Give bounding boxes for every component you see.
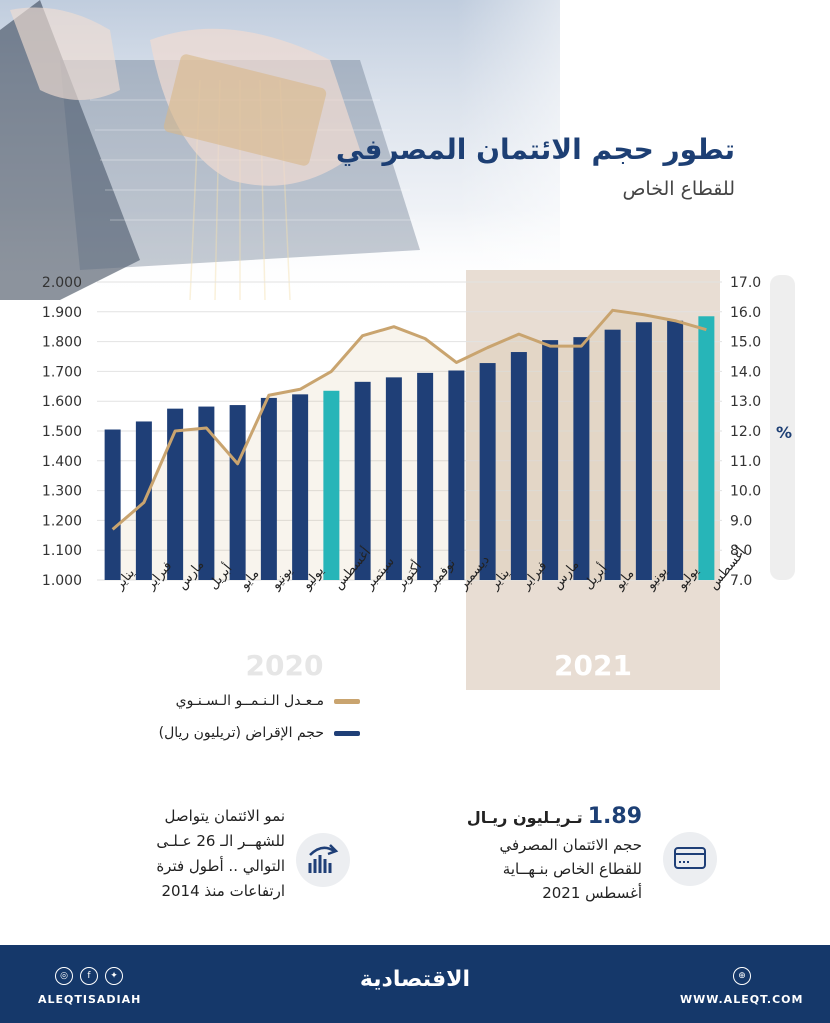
growth-icon-circle xyxy=(296,833,350,887)
twitter-icon[interactable]: ✦ xyxy=(105,967,123,985)
y-left-tick: 1.100 xyxy=(42,543,82,559)
bars xyxy=(104,316,715,580)
bar-14 xyxy=(542,340,559,580)
bar-17 xyxy=(635,322,652,580)
bar-11 xyxy=(448,370,465,580)
globe-icon: ⊕ xyxy=(733,967,751,985)
bar-5 xyxy=(260,397,277,580)
y-right-tick: 16.0 xyxy=(730,305,761,321)
y-right-tick: 7.0 xyxy=(730,573,752,589)
laptop-hand-illustration xyxy=(0,0,830,300)
legend-volume: حجم الإقراض (تريليون ريال) xyxy=(159,725,360,741)
info-right: 1.89 تـريـليون ريـال حجم الائتمان المصرف… xyxy=(467,804,642,905)
bar-15 xyxy=(573,337,590,580)
y-left-tick: 2.000 xyxy=(42,275,82,291)
y-right-tick: 15.0 xyxy=(730,335,761,351)
bar-7 xyxy=(323,390,340,580)
info-line2: للقطاع الخاص بنـهــاية xyxy=(502,860,642,878)
y-left-tick: 1.700 xyxy=(42,364,82,380)
facebook-icon[interactable]: f xyxy=(80,967,98,985)
footer: ◎ f ✦ ALEQTISADIAH الاقتصادية ⊕ WWW.ALEQ… xyxy=(0,945,830,1023)
bar-12 xyxy=(479,363,496,580)
legend-volume-swatch xyxy=(334,730,360,736)
y-right-tick: 9.0 xyxy=(730,513,752,529)
y-right-tick: 14.0 xyxy=(730,364,761,380)
legend-growth-swatch xyxy=(334,698,360,704)
year-label-2021: 2021 xyxy=(554,649,632,682)
y-left-tick: 1.600 xyxy=(42,394,82,410)
info-line1: حجم الائتمان المصرفي xyxy=(499,836,642,854)
legend-growth-label: مـعـدل الـنـمــو الـسـنـوي xyxy=(175,693,324,709)
bar-16 xyxy=(604,329,621,580)
hero-image xyxy=(0,0,830,300)
info-left: نمو الائتمان يتواصل للشهــر الـ 26 عـلـى… xyxy=(156,804,285,904)
growth-arrow-icon xyxy=(308,844,339,873)
y-left-tick: 1.900 xyxy=(42,305,82,321)
title-block: تطور حجم الائتمان المصرفي للقطاع الخاص xyxy=(336,130,735,200)
y-left-tick: 1.300 xyxy=(42,484,82,500)
info-left-line3: التوالي .. أطول فترة xyxy=(156,857,285,875)
bar-2 xyxy=(167,408,184,580)
y-left-tick: 1.800 xyxy=(42,335,82,351)
y-right-tick: 10.0 xyxy=(730,484,761,500)
footer-handle[interactable]: ALEQTISADIAH xyxy=(38,993,142,1006)
bar-0 xyxy=(104,429,121,580)
bar-10 xyxy=(417,372,434,580)
info-left-line2: للشهــر الـ 26 عـلـى xyxy=(156,832,285,850)
info-left-line4: ارتفاعات منذ 2014 xyxy=(161,882,285,900)
y-right-tick: 11.0 xyxy=(730,454,761,470)
y-left-tick: 1.200 xyxy=(42,513,82,529)
info-line3: أغسطس 2021 xyxy=(542,884,642,902)
y-right-tick: 17.0 xyxy=(730,275,761,291)
instagram-icon[interactable]: ◎ xyxy=(55,967,73,985)
info-left-line1: نمو الائتمان يتواصل xyxy=(164,807,285,825)
card-icon-circle xyxy=(663,832,717,886)
bar-9 xyxy=(385,377,402,580)
info-value: 1.89 xyxy=(587,804,642,829)
y-right-tick: 12.0 xyxy=(730,424,761,440)
footer-logo: الاقتصادية xyxy=(359,967,471,992)
y-axis-left-ticks: 2.000 1.900 1.800 1.700 1.600 1.500 1.400 1.300… xyxy=(42,275,82,589)
bar-13 xyxy=(510,352,527,580)
credit-card-icon xyxy=(674,847,706,869)
y-left-tick: 1.400 xyxy=(42,454,82,470)
chart-title: تطور حجم الائتمان المصرفي xyxy=(335,133,735,166)
y-right-tick: 13.0 xyxy=(730,394,761,410)
bar-3 xyxy=(198,406,215,580)
year-label-2020: 2020 xyxy=(246,649,324,682)
footer-website[interactable]: WWW.ALEQT.COM xyxy=(680,993,804,1006)
bar-4 xyxy=(229,405,246,580)
legend-growth: مـعـدل الـنـمــو الـسـنـوي xyxy=(176,693,360,709)
bar-8 xyxy=(354,381,371,580)
credit-chart: 2.000 1.900 1.800 1.700 1.600 1.500 1.400 1.300… xyxy=(42,270,795,690)
y-axis-right-unit: % xyxy=(776,423,792,442)
y-left-tick: 1.000 xyxy=(42,573,82,589)
info-unit: تـريـليون ريـال xyxy=(466,808,583,827)
growth-rate-line xyxy=(111,308,707,531)
y-axis-right-ticks: 17.0 16.0 15.0 14.0 13.0 12.0 11.0 10.0 9.0 8.0 7.… xyxy=(730,275,761,589)
legend-volume-label: حجم الإقراض (تريليون ريال) xyxy=(158,725,324,741)
bar-19 xyxy=(698,316,715,580)
y-right-tick: 8.0 xyxy=(730,543,752,559)
bar-18 xyxy=(667,320,684,580)
chart-subtitle: للقطاع الخاص xyxy=(622,178,735,200)
bar-6 xyxy=(292,394,309,580)
right-axis-track xyxy=(770,275,795,580)
y-left-tick: 1.500 xyxy=(42,424,82,440)
